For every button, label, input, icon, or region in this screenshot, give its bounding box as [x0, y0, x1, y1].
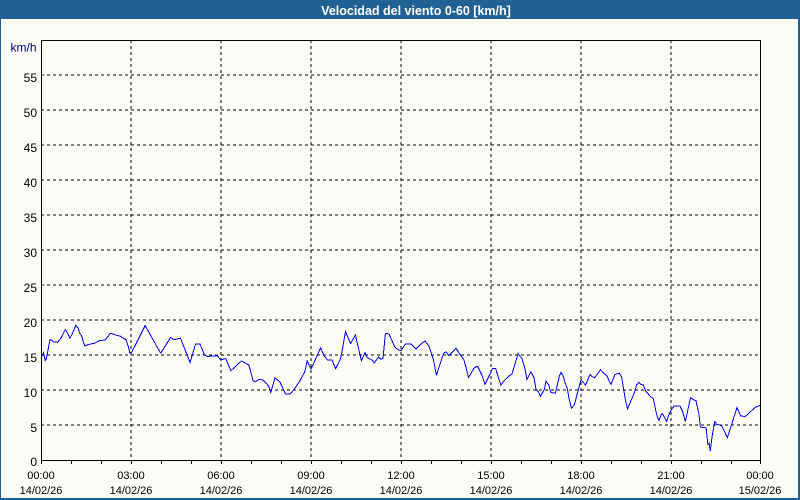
svg-text:14/02/26: 14/02/26 — [110, 485, 153, 497]
svg-text:18:00: 18:00 — [567, 470, 595, 482]
svg-text:15: 15 — [24, 351, 38, 365]
svg-text:09:00: 09:00 — [297, 470, 325, 482]
svg-text:15/02/26: 15/02/26 — [739, 485, 782, 497]
svg-text:0: 0 — [30, 455, 37, 469]
svg-text:00:00: 00:00 — [746, 470, 774, 482]
svg-text:14/02/26: 14/02/26 — [380, 485, 423, 497]
svg-text:45: 45 — [24, 141, 38, 155]
svg-text:Velocidad del viento 0-60 [km/: Velocidad del viento 0-60 [km/h] — [321, 4, 511, 18]
svg-text:25: 25 — [24, 281, 38, 295]
svg-text:14/02/26: 14/02/26 — [650, 485, 693, 497]
svg-text:14/02/26: 14/02/26 — [290, 485, 333, 497]
svg-text:00:00: 00:00 — [27, 470, 55, 482]
svg-text:14/02/26: 14/02/26 — [200, 485, 243, 497]
svg-text:5: 5 — [30, 421, 37, 435]
svg-text:50: 50 — [24, 106, 38, 120]
svg-text:20: 20 — [24, 316, 38, 330]
svg-text:14/02/26: 14/02/26 — [560, 485, 603, 497]
svg-text:35: 35 — [24, 211, 38, 225]
svg-text:10: 10 — [24, 386, 38, 400]
svg-text:55: 55 — [24, 71, 38, 85]
svg-text:15:00: 15:00 — [477, 470, 505, 482]
svg-text:14/02/26: 14/02/26 — [20, 485, 63, 497]
svg-text:12:00: 12:00 — [387, 470, 415, 482]
svg-text:14/02/26: 14/02/26 — [470, 485, 513, 497]
svg-text:40: 40 — [24, 176, 38, 190]
svg-text:km/h: km/h — [10, 41, 36, 55]
svg-text:21:00: 21:00 — [657, 470, 685, 482]
svg-text:06:00: 06:00 — [207, 470, 235, 482]
svg-text:03:00: 03:00 — [117, 470, 145, 482]
svg-text:30: 30 — [24, 246, 38, 260]
